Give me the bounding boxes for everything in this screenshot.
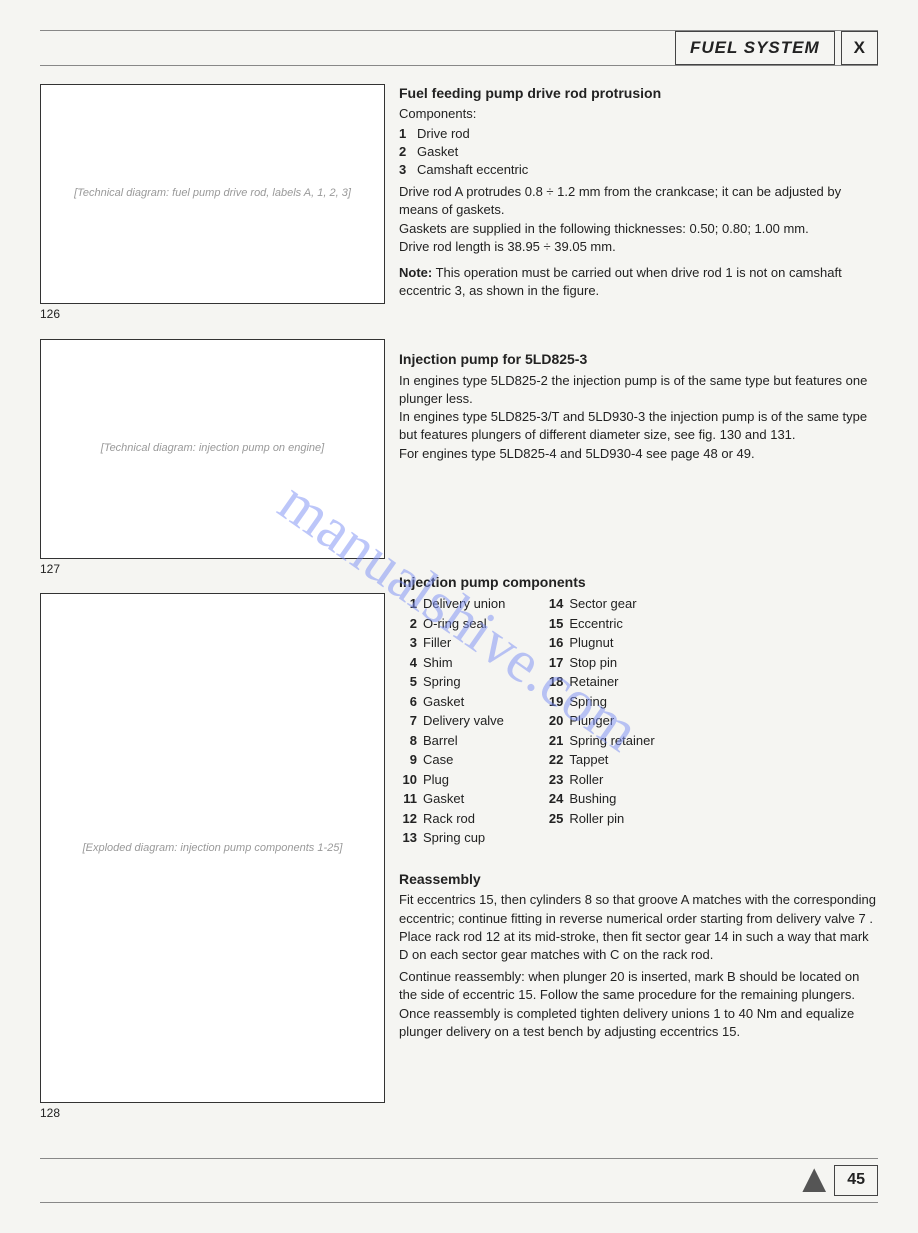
paragraph: Drive rod A protrudes 0.8 ÷ 1.2 mm from … [399, 183, 878, 219]
list-item: 1Drive rod [399, 125, 878, 143]
list-item: 13Spring cup [399, 828, 505, 848]
paragraph: Drive rod length is 38.95 ÷ 39.05 mm. [399, 238, 878, 256]
list-item: 12Rack rod [399, 809, 505, 829]
components-column-1: 1Delivery union 2O-ring seal 3Filler 4Sh… [399, 594, 505, 848]
section-title: Fuel feeding pump drive rod protrusion [399, 84, 878, 104]
list-item: 6Gasket [399, 692, 505, 712]
paragraph: Continue reassembly: when plunger 20 is … [399, 968, 878, 1041]
page-footer: 45 [40, 1158, 878, 1202]
list-item: 17Stop pin [545, 653, 654, 673]
paragraph: Fit eccentrics 15, then cylinders 8 so t… [399, 891, 878, 964]
list-item: 15Eccentric [545, 614, 654, 634]
figure-number-127: 127 [40, 561, 385, 578]
section-reassembly: Reassembly Fit eccentrics 15, then cylin… [399, 870, 878, 1041]
section-components: Injection pump components 1Delivery unio… [399, 573, 878, 848]
list-item: 22Tappet [545, 750, 654, 770]
logo-icon [802, 1168, 826, 1192]
list-item: 3Filler [399, 633, 505, 653]
list-item: 5Spring [399, 672, 505, 692]
list-item: 4Shim [399, 653, 505, 673]
list-item: 7Delivery valve [399, 711, 505, 731]
paragraph: In engines type 5LD825-3/T and 5LD930-3 … [399, 408, 878, 444]
list-item: 9Case [399, 750, 505, 770]
figure-128: [Exploded diagram: injection pump compon… [40, 593, 385, 1103]
header-title: FUEL SYSTEM [675, 31, 835, 65]
section-drive-rod: Fuel feeding pump drive rod protrusion C… [399, 84, 878, 300]
section-title: Injection pump for 5LD825-3 [399, 350, 878, 370]
list-item: 24Bushing [545, 789, 654, 809]
figure-number-128: 128 [40, 1105, 385, 1122]
components-label: Components: [399, 105, 878, 123]
list-item: 10Plug [399, 770, 505, 790]
paragraph: Gaskets are supplied in the following th… [399, 220, 878, 238]
paragraph: For engines type 5LD825-4 and 5LD930-4 s… [399, 445, 878, 463]
figure-126: [Technical diagram: fuel pump drive rod,… [40, 84, 385, 304]
list-item: 20Plunger [545, 711, 654, 731]
list-item: 8Barrel [399, 731, 505, 751]
header-section-letter: X [841, 31, 878, 65]
page-number: 45 [834, 1165, 878, 1195]
list-item: 23Roller [545, 770, 654, 790]
list-item: 2Gasket [399, 143, 878, 161]
section-title: Injection pump components [399, 573, 878, 593]
list-item: 16Plugnut [545, 633, 654, 653]
list-item: 18Retainer [545, 672, 654, 692]
paragraph: In engines type 5LD825-2 the injection p… [399, 372, 878, 408]
list-item: 19Spring [545, 692, 654, 712]
list-item: 1Delivery union [399, 594, 505, 614]
list-item: 3Camshaft eccentric [399, 161, 878, 179]
figure-127: [Technical diagram: injection pump on en… [40, 339, 385, 559]
components-column-2: 14Sector gear 15Eccentric 16Plugnut 17St… [545, 594, 654, 848]
figure-number-126: 126 [40, 306, 385, 323]
list-item: 2O-ring seal [399, 614, 505, 634]
section-injection-pump: Injection pump for 5LD825-3 In engines t… [399, 350, 878, 463]
list-item: 21Spring retainer [545, 731, 654, 751]
list-item: 11Gasket [399, 789, 505, 809]
list-item: 14Sector gear [545, 594, 654, 614]
page-header: FUEL SYSTEM X [40, 30, 878, 66]
section-title: Reassembly [399, 870, 878, 890]
list-item: 25Roller pin [545, 809, 654, 829]
note-paragraph: Note: This operation must be carried out… [399, 264, 878, 300]
